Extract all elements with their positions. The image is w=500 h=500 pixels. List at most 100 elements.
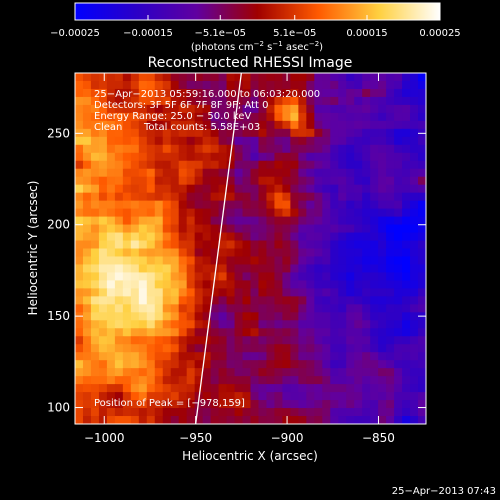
- heatmap-cell: [370, 73, 379, 82]
- heatmap-cell: [82, 280, 92, 289]
- heatmap-cell: [75, 96, 84, 106]
- heatmap-cell: [82, 416, 92, 424]
- heatmap-cell: [402, 96, 411, 106]
- heatmap-cell: [274, 73, 284, 82]
- heatmap-cell: [418, 104, 426, 114]
- heatmap-cell: [250, 144, 260, 154]
- y-tick-label: 250: [47, 126, 70, 140]
- heatmap-cell: [322, 328, 331, 337]
- heatmap-cell: [418, 360, 426, 369]
- heatmap-cell: [282, 232, 291, 242]
- heatmap-cell: [122, 304, 132, 313]
- heatmap-cell: [354, 96, 363, 106]
- heatmap-cell: [162, 168, 172, 178]
- heatmap-cell: [218, 216, 228, 226]
- heatmap-image: [75, 73, 426, 424]
- heatmap-cell: [146, 288, 156, 297]
- heatmap-cell: [162, 120, 172, 130]
- heatmap-cell: [242, 144, 252, 154]
- heatmap-cell: [330, 392, 339, 401]
- heatmap-cell: [266, 73, 276, 82]
- heatmap-cell: [122, 296, 132, 305]
- heatmap-cell: [194, 192, 204, 202]
- heatmap-cell: [290, 304, 299, 313]
- heatmap-cell: [202, 73, 212, 82]
- heatmap-cell: [250, 280, 260, 289]
- heatmap-cell: [146, 328, 156, 337]
- heatmap-cell: [178, 224, 188, 234]
- heatmap-cell: [274, 384, 284, 393]
- heatmap-cell: [122, 184, 132, 194]
- heatmap-cell: [330, 264, 339, 274]
- heatmap-cell: [226, 376, 236, 385]
- heatmap-cell: [322, 296, 331, 305]
- heatmap-cell: [122, 408, 132, 417]
- heatmap-cell: [162, 216, 172, 226]
- heatmap-cell: [82, 88, 92, 98]
- heatmap-cell: [234, 416, 244, 424]
- heatmap-cell: [130, 232, 140, 242]
- heatmap-cell: [322, 344, 331, 353]
- heatmap-cell: [402, 192, 411, 202]
- heatmap-cell: [362, 408, 371, 417]
- heatmap-cell: [346, 280, 355, 289]
- heatmap-cell: [338, 112, 347, 122]
- heatmap-cell: [346, 336, 355, 345]
- heatmap-cell: [210, 384, 220, 393]
- heatmap-cell: [90, 336, 100, 345]
- heatmap-cell: [210, 336, 220, 345]
- heatmap-cell: [122, 280, 132, 289]
- heatmap-cell: [274, 176, 284, 186]
- heatmap-cell: [330, 408, 339, 417]
- heatmap-cell: [370, 176, 379, 186]
- heatmap-cell: [282, 184, 291, 194]
- heatmap-cell: [346, 168, 355, 178]
- heatmap-cell: [394, 392, 403, 401]
- heatmap-cell: [90, 344, 100, 353]
- heatmap-cell: [306, 304, 315, 313]
- heatmap-cell: [194, 352, 204, 361]
- heatmap-cell: [218, 240, 228, 250]
- heatmap-cell: [194, 240, 204, 250]
- heatmap-cell: [298, 73, 307, 82]
- heatmap-cell: [362, 224, 371, 234]
- heatmap-cell: [418, 176, 426, 186]
- heatmap-cell: [362, 328, 371, 337]
- colorbar-tick-label: −5.1e−05: [194, 28, 246, 39]
- heatmap-cell: [402, 272, 411, 282]
- heatmap-cell: [410, 112, 419, 122]
- heatmap-cell: [162, 80, 172, 90]
- heatmap-cell: [186, 408, 196, 417]
- heatmap-cell: [210, 400, 220, 409]
- heatmap-cell: [234, 296, 244, 305]
- heatmap-cell: [146, 312, 156, 321]
- y-axis-label: Heliocentric Y (arcsec): [26, 181, 40, 316]
- heatmap-cell: [162, 88, 172, 98]
- heatmap-cell: [418, 208, 426, 218]
- heatmap-cell: [106, 216, 116, 226]
- heatmap-cell: [186, 152, 196, 162]
- heatmap-cell: [226, 368, 236, 377]
- heatmap-cell: [234, 232, 244, 242]
- heatmap-cell: [338, 176, 347, 186]
- heatmap-cell: [186, 328, 196, 337]
- heatmap-cell: [322, 192, 331, 202]
- heatmap-cell: [226, 352, 236, 361]
- heatmap-cell: [402, 376, 411, 385]
- heatmap-cell: [218, 384, 228, 393]
- heatmap-cell: [138, 152, 148, 162]
- heatmap-cell: [266, 224, 276, 234]
- heatmap-cell: [290, 280, 299, 289]
- heatmap-cell: [114, 216, 124, 226]
- heatmap-cell: [354, 352, 363, 361]
- heatmap-cell: [330, 136, 339, 146]
- heatmap-cell: [90, 408, 100, 417]
- heatmap-cell: [338, 120, 347, 130]
- heatmap-cell: [194, 360, 204, 369]
- heatmap-cell: [418, 336, 426, 345]
- heatmap-cell: [82, 336, 92, 345]
- heatmap-cell: [362, 112, 371, 122]
- heatmap-cell: [250, 352, 260, 361]
- heatmap-cell: [114, 384, 124, 393]
- heatmap-cell: [402, 312, 411, 321]
